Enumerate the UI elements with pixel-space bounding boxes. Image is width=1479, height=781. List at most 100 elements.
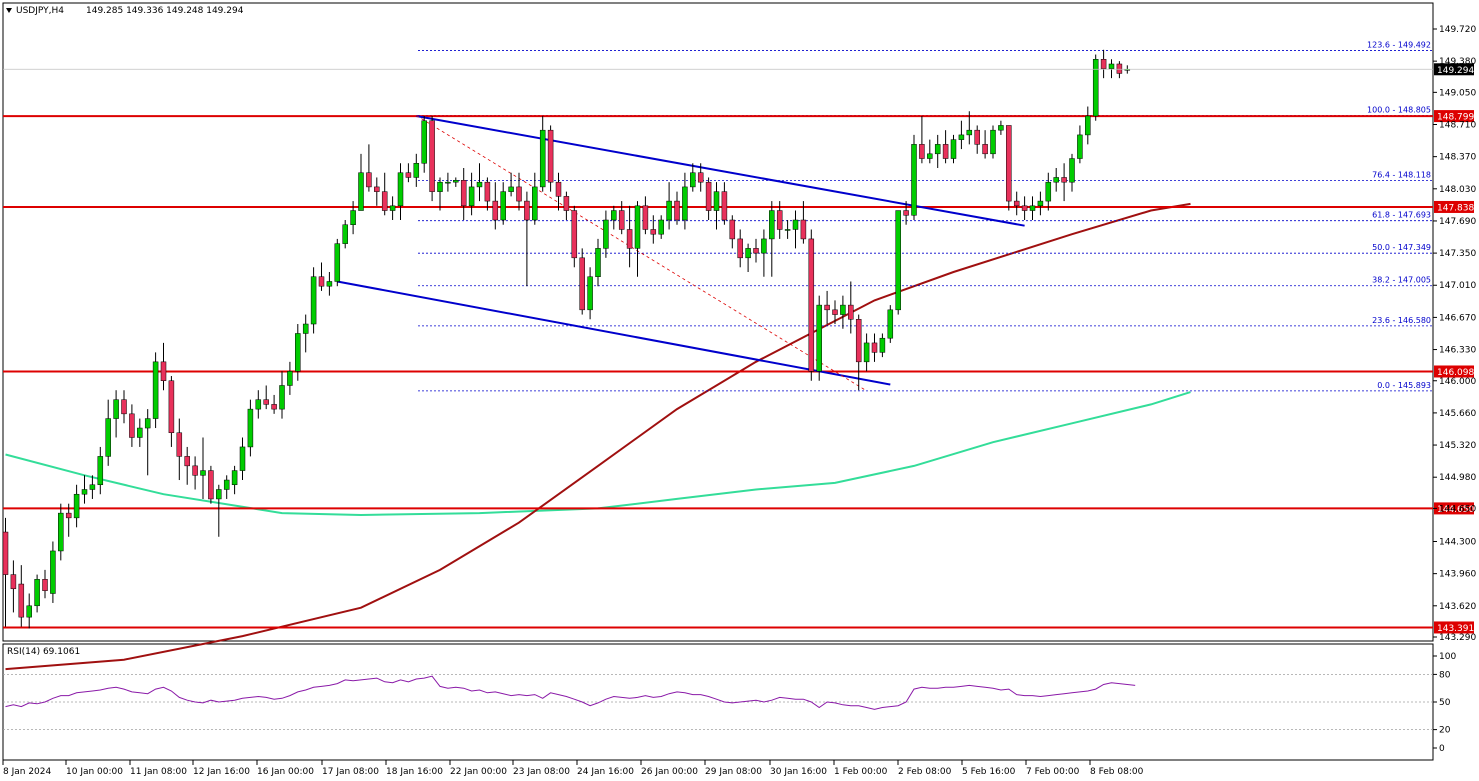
bull-candle (239, 446, 246, 471)
price-tick-label: 146.330 (1439, 346, 1476, 356)
bear-candle (618, 210, 625, 230)
bull-candle (216, 489, 222, 500)
bull-candle (223, 479, 230, 490)
symbol-header: USDJPY,H4 (16, 6, 64, 16)
bear-candle (919, 144, 925, 159)
bull-candle (1108, 63, 1115, 69)
bear-candle (160, 361, 167, 382)
level-price-box (1434, 200, 1474, 213)
bull-candle (840, 304, 846, 315)
bull-candle (58, 512, 64, 552)
time-tick-label: 17 Jan 08:00 (322, 767, 379, 777)
bear-candle (579, 257, 585, 311)
ma-slow-line (5, 391, 1191, 517)
bull-candle (302, 323, 309, 334)
bull-candle (81, 489, 88, 495)
ma-fast-line (5, 202, 1191, 671)
bear-candle (516, 186, 522, 202)
fib-level-label: 23.6 - 146.580 (1372, 316, 1431, 325)
bear-candle (800, 219, 807, 240)
bull-candle (816, 304, 822, 372)
bear-candle (129, 413, 135, 438)
price-tick-label: 144.980 (1439, 473, 1476, 483)
bull-candle (255, 399, 262, 410)
rsi-tick-label: 0 (1439, 744, 1445, 754)
bear-candle (626, 229, 633, 249)
collapse-triangle-icon[interactable] (6, 8, 12, 13)
bull-candle (998, 125, 1004, 131)
bull-candle (358, 172, 364, 211)
fib-level-label: 76.4 - 148.118 (1372, 170, 1431, 179)
bull-candle (445, 181, 451, 184)
bull-candle (413, 163, 420, 178)
bear-candle (208, 470, 214, 500)
bull-candle (1069, 158, 1075, 183)
bear-candle (776, 210, 783, 230)
bear-candle (974, 129, 980, 145)
bull-candle (326, 281, 333, 287)
fib-level-label: 38.2 - 147.005 (1372, 276, 1431, 285)
time-tick-label: 30 Jan 16:00 (770, 767, 827, 777)
bear-candle (547, 129, 554, 183)
price-tick-label: 148.030 (1439, 185, 1476, 195)
bull-candle (595, 248, 601, 277)
bull-candle (611, 210, 617, 221)
bull-candle (97, 456, 104, 486)
trendlines (337, 115, 1025, 392)
bear-candle (697, 172, 704, 183)
bear-candle (1021, 205, 1028, 211)
time-tick-label: 11 Jan 08:00 (130, 767, 187, 777)
bear-candle (42, 579, 48, 591)
bull-candle (934, 144, 941, 155)
bear-candle (824, 304, 830, 311)
bull-candle (769, 210, 775, 240)
bull-candle (1029, 205, 1036, 211)
bear-candle (524, 200, 530, 221)
price-tick-label: 145.320 (1439, 441, 1476, 451)
bull-candle (966, 129, 973, 136)
bear-candle (942, 144, 949, 159)
bull-candle (508, 186, 514, 192)
price-tick-label: 148.370 (1439, 153, 1476, 163)
bear-candle (571, 210, 578, 259)
price-tick-label: 147.010 (1439, 281, 1476, 291)
bear-candle (871, 342, 878, 353)
bear-candle (121, 399, 127, 415)
level-price-label: 147.838 (1437, 203, 1474, 213)
bear-candle (65, 512, 72, 519)
rsi-tick-label: 20 (1439, 726, 1451, 736)
bull-candle (295, 333, 301, 372)
bull-candle (990, 129, 996, 155)
price-tick-label: 143.960 (1439, 570, 1476, 580)
time-tick-label: 5 Feb 16:00 (962, 767, 1016, 777)
bear-candle (2, 531, 9, 575)
bear-candle (460, 180, 467, 207)
bull-candle (863, 342, 870, 363)
time-tick-label: 26 Jan 00:00 (641, 767, 698, 777)
fib-diagonal-trendline (416, 115, 867, 392)
bull-candle (958, 134, 965, 140)
bull-candle (911, 144, 917, 216)
bear-candle (1116, 63, 1123, 74)
slow-moving-average (5, 391, 1191, 517)
time-tick-label: 2 Feb 08:00 (898, 767, 952, 777)
bull-candle (73, 493, 80, 519)
current-price-label: 149.294 (1437, 66, 1474, 76)
bear-candle (429, 120, 435, 192)
time-tick-label: 18 Jan 16:00 (386, 767, 443, 777)
fib-level-label: 0.0 - 145.893 (1377, 381, 1431, 390)
bull-candle (334, 243, 341, 282)
bear-candle (271, 404, 277, 410)
price-tick-label: 149.380 (1439, 57, 1476, 67)
bull-candle (144, 418, 151, 429)
bull-candle (310, 276, 317, 325)
bear-candle (184, 456, 190, 467)
bear-candle (10, 574, 17, 590)
bull-candle (1045, 181, 1052, 202)
ohlc-header: 149.285 149.336 149.248 149.294 (86, 6, 244, 16)
price-tick-label: 147.690 (1439, 217, 1476, 227)
bear-candle (650, 229, 657, 235)
bear-candle (381, 191, 388, 211)
bull-candle (105, 418, 111, 457)
